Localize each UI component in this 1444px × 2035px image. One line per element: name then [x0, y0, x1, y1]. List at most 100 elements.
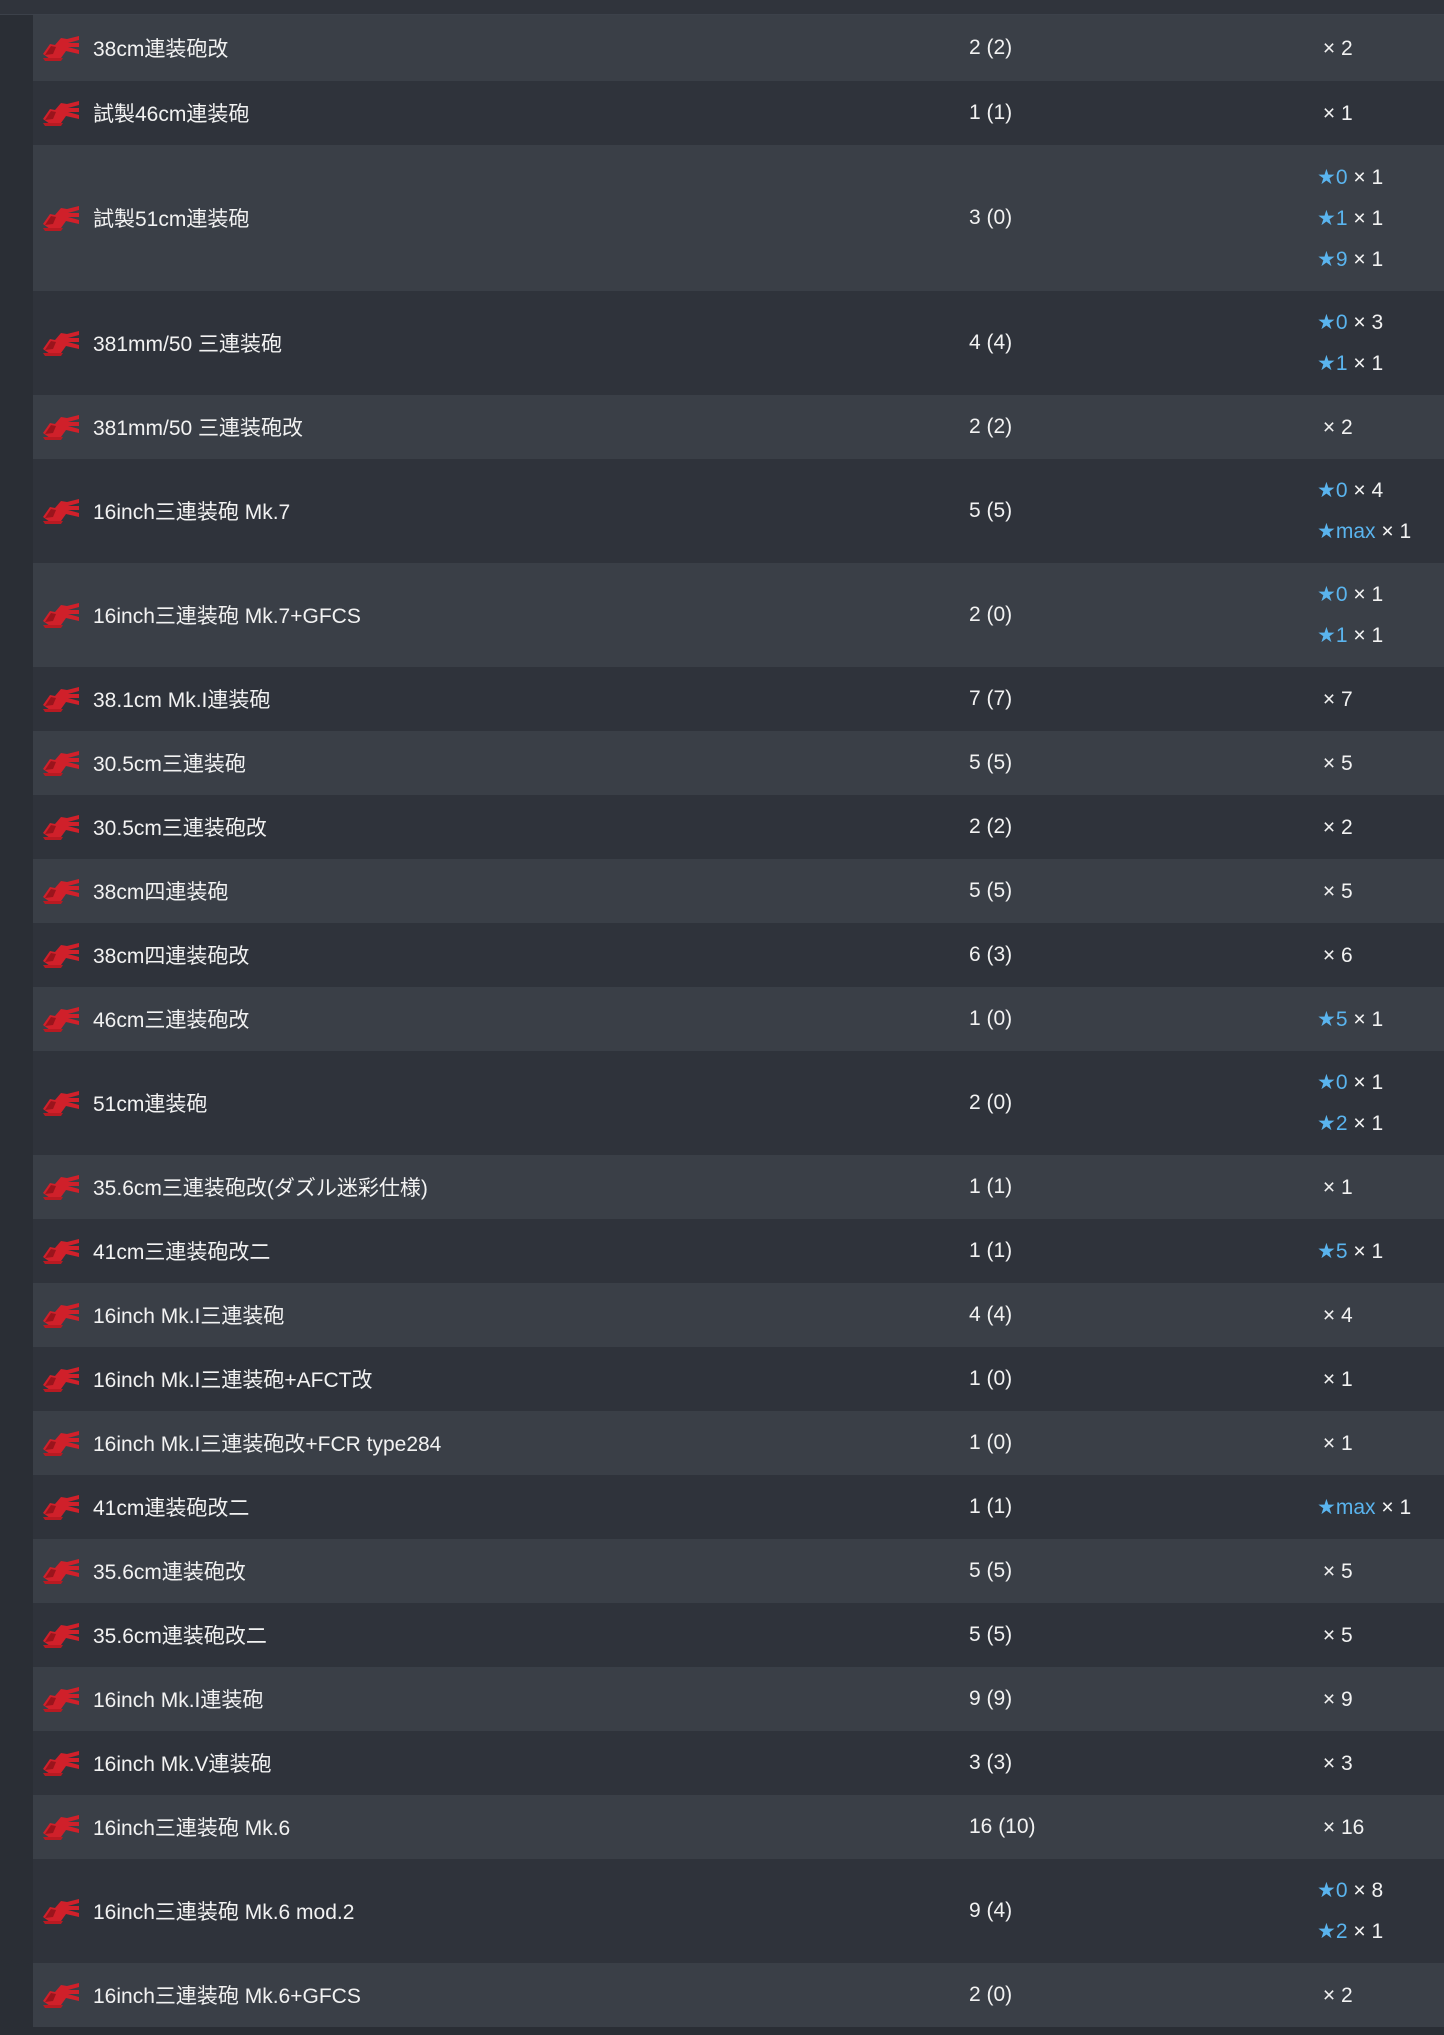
- main-gun-icon: [43, 1983, 79, 2008]
- equipment-table: 38cm連装砲改 2 (2) × 2 試製46cm連装砲 1 (1) × 1 試…: [33, 15, 1444, 2027]
- improvement-list: × 1: [1317, 93, 1353, 134]
- table-row: 16inch三連装砲 Mk.6 mod.2 9 (4) ★0 × 8 ★2 × 1: [33, 1859, 1444, 1963]
- equipment-name-cell: 38.1cm Mk.I連装砲: [41, 683, 270, 715]
- main-gun-icon: [43, 687, 79, 712]
- table-row: 35.6cm三連装砲改(ダズル迷彩仕様) 1 (1) × 1: [33, 1155, 1444, 1219]
- improvement-entry: ★0 × 1: [1317, 574, 1383, 615]
- equipment-name-cell: 38cm四連装砲改: [41, 939, 249, 971]
- main-gun-icon: [43, 1007, 79, 1032]
- table-row: 30.5cm三連装砲 5 (5) × 5: [33, 731, 1444, 795]
- equipment-name: 16inch三連装砲 Mk.6 mod.2: [93, 1901, 355, 1924]
- improvement-entry: ★0 × 3: [1317, 302, 1383, 343]
- equipment-name: 35.6cm三連装砲改(ダズル迷彩仕様): [93, 1177, 428, 1200]
- main-gun-icon: [43, 1559, 79, 1584]
- equipment-name-cell: 16inch Mk.I三連装砲+AFCT改: [41, 1363, 372, 1395]
- improvement-entry: ★5 × 1: [1317, 1231, 1383, 1272]
- table-row: 30.5cm三連装砲改 2 (2) × 2: [33, 795, 1444, 859]
- improvement-list: × 4: [1317, 1295, 1353, 1336]
- equipment-name: 35.6cm連装砲改二: [93, 1625, 267, 1648]
- equipment-count: 1 (1): [969, 1495, 1013, 1518]
- equipment-count: 2 (2): [969, 36, 1013, 59]
- improvement-quantity: × 1: [1353, 1112, 1384, 1135]
- improvement-entry: ★0 × 4: [1317, 470, 1411, 511]
- improvement-entry: × 2: [1317, 1975, 1353, 2016]
- improvement-list: × 5: [1317, 871, 1353, 912]
- top-bar: [0, 0, 1444, 15]
- improvement-quantity: × 1: [1381, 1495, 1412, 1519]
- equipment-count: 1 (0): [969, 1431, 1013, 1454]
- improvement-list: × 5: [1317, 743, 1353, 784]
- equipment-name: 46cm三連装砲改: [93, 1009, 250, 1032]
- improvement-quantity: × 1: [1353, 352, 1384, 375]
- table-row: 16inch Mk.V連装砲 3 (3) × 3: [33, 1731, 1444, 1795]
- equipment-count: 3 (0): [969, 206, 1013, 229]
- main-gun-icon: [43, 1623, 79, 1648]
- equipment-name: 30.5cm三連装砲: [93, 753, 246, 776]
- equipment-name-cell: 試製51cm連装砲: [41, 202, 249, 234]
- equipment-name-cell: 16inch三連装砲 Mk.6: [41, 1811, 290, 1843]
- table-row: 38.1cm Mk.I連装砲 7 (7) × 7: [33, 667, 1444, 731]
- equipment-count: 9 (4): [969, 1899, 1013, 1922]
- star-level: ★0: [1317, 1071, 1348, 1094]
- star-level: ★0: [1317, 583, 1348, 606]
- star-level: ★0: [1317, 311, 1348, 334]
- improvement-entry: × 7: [1317, 679, 1353, 720]
- improvement-quantity: × 1: [1353, 206, 1384, 230]
- improvement-list: × 5: [1317, 1615, 1353, 1656]
- improvement-entry: ★2 × 1: [1317, 1911, 1383, 1952]
- equipment-name: 38cm四連装砲: [93, 881, 229, 904]
- improvement-list: ★0 × 1 ★1 × 1: [1317, 574, 1383, 656]
- star-level: ★0: [1317, 479, 1348, 502]
- improvement-entry: ★max × 1: [1317, 511, 1411, 552]
- improvement-entry: ★1 × 1: [1317, 198, 1383, 239]
- improvement-quantity: × 1: [1353, 247, 1384, 271]
- improvement-entry: × 1: [1317, 1359, 1353, 1400]
- improvement-quantity: × 9: [1322, 1687, 1353, 1711]
- improvement-entry: × 2: [1317, 407, 1353, 448]
- improvement-quantity: × 1: [1353, 1071, 1384, 1094]
- equipment-count: 5 (5): [969, 751, 1013, 774]
- improvement-list: × 2: [1317, 28, 1353, 69]
- improvement-list: × 2: [1317, 807, 1353, 848]
- improvement-quantity: × 2: [1322, 815, 1353, 839]
- improvement-list: × 9: [1317, 1679, 1353, 1720]
- improvement-quantity: × 1: [1322, 101, 1353, 125]
- improvement-list: × 5: [1317, 1551, 1353, 1592]
- table-row: 41cm連装砲改二 1 (1) ★max × 1: [33, 1475, 1444, 1539]
- table-row: 38cm連装砲改 2 (2) × 2: [33, 15, 1444, 81]
- star-level: ★1: [1317, 624, 1348, 647]
- main-gun-icon: [43, 1815, 79, 1840]
- improvement-entry: × 3: [1317, 1743, 1353, 1784]
- improvement-entry: × 16: [1317, 1807, 1364, 1848]
- star-level: ★9: [1317, 247, 1348, 271]
- equipment-count: 16 (10): [969, 1815, 1036, 1838]
- improvement-list: × 3: [1317, 1743, 1353, 1784]
- improvement-entry: × 5: [1317, 1615, 1353, 1656]
- main-gun-icon: [43, 1431, 79, 1456]
- equipment-count: 1 (0): [969, 1007, 1013, 1030]
- equipment-count: 1 (1): [969, 101, 1013, 124]
- improvement-list: × 2: [1317, 1975, 1353, 2016]
- improvement-quantity: × 5: [1322, 879, 1353, 903]
- improvement-quantity: × 1: [1353, 624, 1384, 647]
- table-row: 16inch Mk.I三連装砲+AFCT改 1 (0) × 1: [33, 1347, 1444, 1411]
- equipment-name: 38cm四連装砲改: [93, 945, 250, 968]
- equipment-name: 41cm三連装砲改二: [93, 1241, 271, 1264]
- improvement-list: × 6: [1317, 935, 1353, 976]
- improvement-quantity: × 2: [1322, 415, 1353, 439]
- equipment-count: 6 (3): [969, 943, 1013, 966]
- improvement-entry: × 6: [1317, 935, 1353, 976]
- main-gun-icon: [43, 101, 79, 126]
- table-row: 16inch Mk.I三連装砲改+FCR type284 1 (0) × 1: [33, 1411, 1444, 1475]
- equipment-count: 5 (5): [969, 879, 1013, 902]
- main-gun-icon: [43, 815, 79, 840]
- main-gun-icon: [43, 331, 79, 356]
- equipment-name: 16inch三連装砲 Mk.6+GFCS: [93, 1985, 361, 2008]
- equipment-name: 35.6cm連装砲改: [93, 1561, 246, 1584]
- improvement-quantity: × 7: [1322, 687, 1353, 711]
- improvement-quantity: × 5: [1322, 1623, 1353, 1647]
- improvement-entry: ★1 × 1: [1317, 615, 1383, 656]
- star-level: ★1: [1317, 206, 1348, 230]
- equipment-count: 2 (2): [969, 415, 1013, 438]
- equipment-name-cell: 16inch三連装砲 Mk.6+GFCS: [41, 1979, 361, 2011]
